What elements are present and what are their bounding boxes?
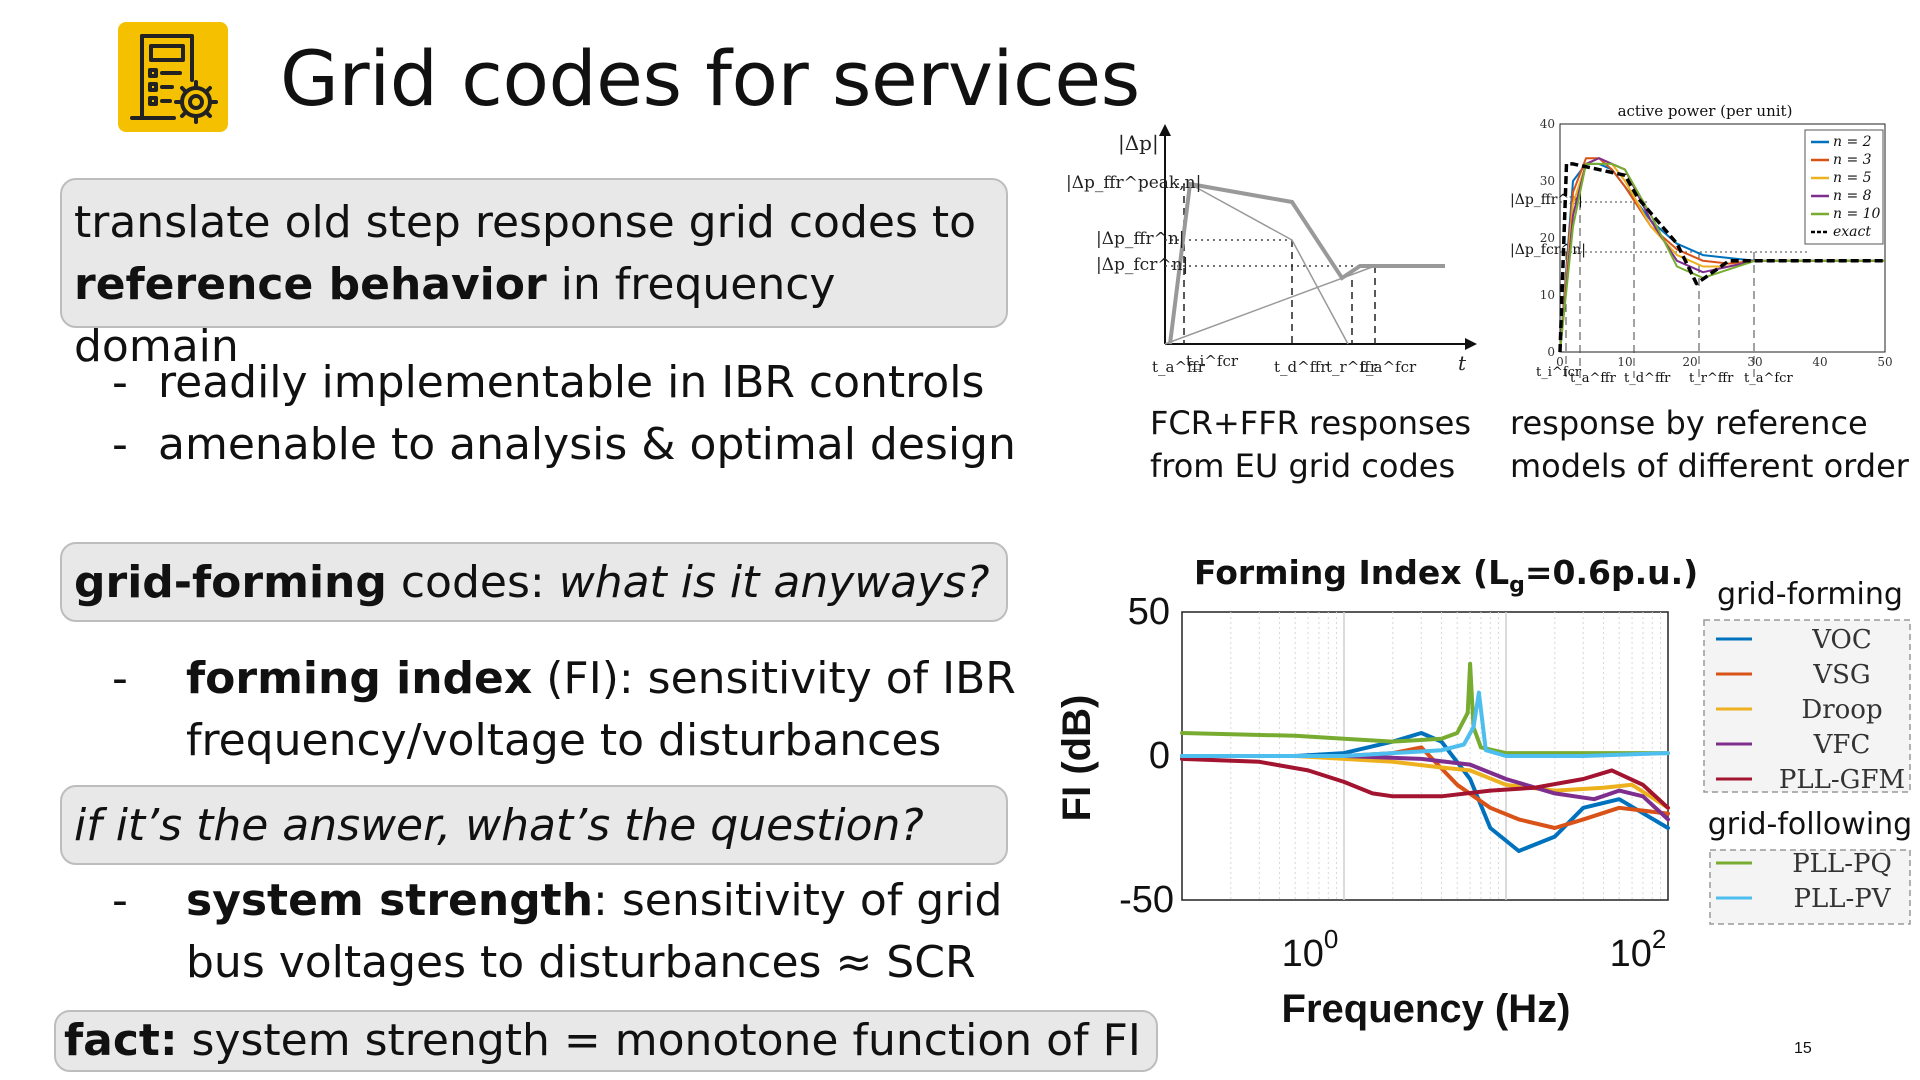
- ytick-label: 0: [1547, 345, 1555, 359]
- bullet-system-strength: - system strength: sensitivity of grid bu…: [112, 870, 1032, 994]
- list-item: - amenable to analysis & optimal design: [112, 419, 1016, 470]
- box1-rest: in frequency domain: [74, 259, 836, 372]
- caption-right: response by reference models of differen…: [1510, 404, 1909, 485]
- box3-italic: if it’s the answer, what’s the question?: [74, 800, 924, 851]
- caption-left: FCR+FFR responses from EU grid codes: [1150, 404, 1472, 485]
- series-line: [1180, 756, 1670, 810]
- legend-label: exact: [1833, 224, 1871, 240]
- question-box: if it’s the answer, what’s the question?: [60, 785, 1008, 865]
- y-annotation: |Δp_fcr^n|: [1510, 242, 1586, 258]
- ytick-label: 10: [1540, 288, 1555, 302]
- bullet-text: amenable to analysis & optimal design: [158, 419, 1016, 470]
- x-annotation: t_d^ffr: [1624, 371, 1671, 386]
- chart-title: Forming Index (Lg=0.6p.u.): [1194, 553, 1698, 598]
- bullet-text: (FI): sensitivity of IBR frequency/volta…: [186, 653, 1016, 766]
- ytick-label: |Δp_fcr^n|: [1096, 255, 1188, 275]
- bullet-text: : sensitivity of grid bus voltages to di…: [186, 875, 1003, 988]
- page-number: 15: [1794, 1040, 1812, 1057]
- series-line: [1180, 661, 1670, 756]
- ytick-label: |Δp_ffr^n|: [1096, 229, 1185, 249]
- xtick-label: t_a^ffr: [1152, 358, 1206, 376]
- ytick-label: 40: [1540, 117, 1555, 131]
- fcr-ffr-response-chart: |Δp| |Δp_ffr^peak,n| |Δp_ffr^n| |Δp_fcr^…: [1066, 124, 1477, 376]
- legend-label: VFC: [1813, 730, 1871, 760]
- xtick-label: 10: [1617, 355, 1632, 369]
- ytick-label: |Δp_ffr^peak,n|: [1066, 173, 1201, 193]
- chart-title: active power (per unit): [1618, 102, 1793, 120]
- legend-label: PLL-GFM: [1779, 765, 1905, 795]
- reference-behavior-box: translate old step response grid codes t…: [60, 178, 1008, 372]
- grid-forming-box: grid-forming codes: what is it anyways?: [60, 542, 1008, 622]
- legend-group-label: grid-following: [1708, 807, 1912, 842]
- series-line: [1180, 731, 1670, 853]
- x-annotation: t_i^fcr: [1536, 365, 1582, 380]
- y-axis-label: |Δp|: [1118, 131, 1159, 156]
- xtick-label: t_i^fcr: [1186, 352, 1239, 370]
- bullet-list-1: - readily implementable in IBR controls -…: [112, 352, 1042, 476]
- ffr-thin-curve: [1189, 183, 1349, 345]
- box4-bold: fact:: [64, 1015, 178, 1066]
- series-line: [1558, 162, 1885, 353]
- x-axis-arrow: [1465, 338, 1477, 350]
- x-annotation: t_a^ffr: [1570, 371, 1617, 386]
- legend-label: Droop: [1801, 695, 1882, 725]
- legend-label: PLL-PV: [1793, 884, 1891, 914]
- list-item: - readily implementable in IBR controls: [112, 357, 985, 408]
- legend-label: n = 2: [1833, 134, 1872, 150]
- xtick-label: 102: [1610, 924, 1667, 975]
- y-axis-label: FI (dB): [1055, 695, 1099, 822]
- legend-label: n = 10: [1833, 206, 1881, 222]
- box2-italic: what is it anyways?: [558, 557, 990, 608]
- xtick-label: 0: [1556, 355, 1564, 369]
- fcr-thin-curve: [1164, 265, 1376, 345]
- ytick-label: 0: [1149, 735, 1170, 777]
- list-item: - forming index (FI): sensitivity of IBR …: [112, 653, 1016, 766]
- box2-bold: grid-forming: [74, 557, 387, 608]
- bullet-forming-index: - forming index (FI): sensitivity of IBR …: [112, 648, 1032, 772]
- xtick-label: 30: [1747, 355, 1762, 369]
- legend-label: VOC: [1811, 625, 1872, 655]
- box2-normal: codes:: [386, 557, 559, 608]
- xtick-label: t_d^ffr: [1274, 358, 1328, 376]
- ffr-fcr-thick-curve: [1168, 181, 1445, 345]
- ytick-label: 50: [1128, 591, 1170, 633]
- x-axis-label: Frequency (Hz): [1282, 987, 1571, 1031]
- fact-box: fact: system strength = monotone functio…: [54, 1010, 1158, 1072]
- box4-text: system strength = monotone function of F…: [177, 1015, 1141, 1066]
- xtick-label: 100: [1282, 924, 1339, 975]
- xtick-label: 20: [1682, 355, 1697, 369]
- page-title: Grid codes for services: [280, 34, 1140, 123]
- forming-index-chart: Forming Index (Lg=0.6p.u.) 50 0 -50 100 …: [1055, 553, 1912, 1031]
- legend-label: VSG: [1812, 660, 1870, 690]
- bullet-bold: forming index: [186, 653, 533, 704]
- document-gear-icon: [118, 22, 228, 132]
- x-axis-label: t: [1458, 351, 1467, 375]
- bullet-bold: system strength: [186, 875, 594, 926]
- ytick-label: -50: [1119, 879, 1174, 921]
- xtick-label: t_r^ffr: [1326, 358, 1378, 376]
- legend-label: n = 8: [1833, 188, 1872, 204]
- x-annotation: t_a^fcr: [1744, 371, 1793, 386]
- legend-box-grid-forming: [1703, 619, 1911, 793]
- legend-label: n = 3: [1833, 152, 1872, 168]
- xtick-label: 40: [1812, 355, 1827, 369]
- list-item: - system strength: sensitivity of grid bu…: [112, 875, 1003, 988]
- reference-models-chart: active power (per unit) 0 10 20 30 40 50 0 10 20…: [1510, 102, 1893, 386]
- legend-box: [1804, 129, 1884, 245]
- xtick-label: 50: [1877, 355, 1892, 369]
- series-line: [1180, 690, 1670, 758]
- legend-label: n = 5: [1833, 170, 1872, 186]
- legend-label: PLL-PQ: [1792, 849, 1892, 879]
- legend-group-label: grid-forming: [1717, 577, 1903, 612]
- ytick-label: 20: [1540, 231, 1555, 245]
- xtick-label: t_a^fcr: [1360, 358, 1417, 376]
- box1-bold: reference behavior: [74, 259, 547, 310]
- y-axis-arrow: [1159, 124, 1171, 136]
- bullet-text: readily implementable in IBR controls: [158, 357, 985, 408]
- box1-line1: translate old step response grid codes t…: [74, 197, 977, 248]
- x-annotation: t_r^ffr: [1689, 371, 1734, 386]
- ytick-label: 30: [1540, 174, 1555, 188]
